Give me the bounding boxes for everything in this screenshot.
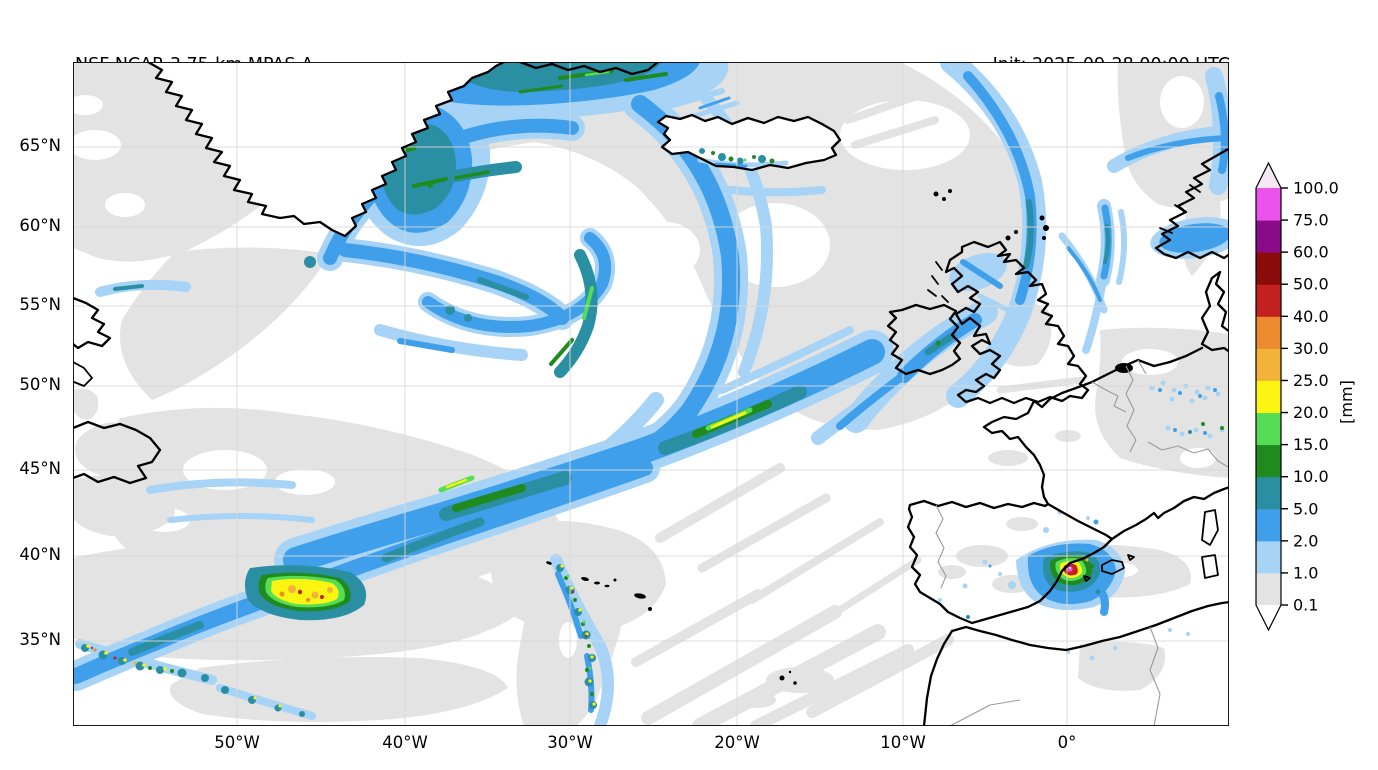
x-tick-label: 50°W (214, 733, 260, 752)
y-tick-label: 50°N (19, 375, 61, 394)
colorbar-segment (1256, 188, 1281, 221)
ireland-coast (886, 303, 962, 376)
colorbar-segment (1256, 220, 1281, 253)
colorbar-tick-label: 75.0 (1293, 211, 1329, 230)
newfoundland-coast (73, 420, 162, 485)
africa-coast (950, 600, 1229, 652)
colorbar-tick-label: 2.0 (1293, 531, 1318, 550)
colorbar-tick-label: 50.0 (1293, 275, 1329, 294)
colorbar-tick-label: 1.0 (1293, 563, 1318, 582)
norway-coast (1154, 147, 1229, 260)
colorbar-segment (1256, 444, 1281, 478)
colorbar: 0.1 1.0 2.0 5.0 10.0 15.0 20.0 25.0 30.0 40.0 50.0… (1255, 161, 1356, 632)
iceland-landmass (658, 115, 840, 170)
great-britain-coast (944, 240, 1090, 405)
colorbar-tick-label: 5.0 (1293, 499, 1318, 518)
y-tick-label: 60°N (19, 216, 61, 235)
x-tick-label: 40°W (382, 733, 428, 752)
faroe-islands (933, 191, 939, 197)
colorbar-segment (1256, 348, 1281, 381)
colorbar-segment (1256, 380, 1281, 414)
rhine-delta (1115, 363, 1133, 373)
madeira-islands (779, 670, 797, 685)
colorbar-tick-label: 25.0 (1293, 371, 1329, 390)
x-tick-label: 30°W (547, 733, 593, 752)
colorbar-tick-label: 100.0 (1293, 179, 1339, 198)
country-borders (935, 359, 1229, 726)
denmark-coast (1200, 270, 1229, 353)
graticule (73, 62, 1229, 726)
colorbar-tick-label: 60.0 (1293, 243, 1329, 262)
colorbar-unit-label: [mm] (1337, 380, 1356, 424)
y-tick-label: 40°N (19, 545, 61, 564)
x-tick-label: 0° (1057, 733, 1077, 752)
balearic-islands (1083, 554, 1135, 582)
colorbar-segment (1256, 540, 1281, 574)
x-tick-label: 10°W (880, 733, 926, 752)
colorbar-tick-label: 30.0 (1293, 339, 1329, 358)
colorbar-tick-label: 15.0 (1293, 435, 1329, 454)
corsica-sardinia (1201, 509, 1219, 579)
y-tick-label: 45°N (19, 459, 61, 478)
colorbar-over-arrow (1256, 163, 1281, 188)
colorbar-segment (1256, 316, 1281, 349)
colorbar-tick-label: 40.0 (1293, 307, 1329, 326)
colorbar-segment (1256, 252, 1281, 285)
precip-convective-layer (86, 411, 1089, 708)
coastlines (73, 62, 1229, 726)
colorbar-under-arrow (1256, 605, 1281, 630)
colorbar-tick-label: 0.1 (1293, 596, 1318, 615)
france-med-coast (1110, 486, 1229, 541)
colorbar-segment (1256, 476, 1281, 510)
precipitation-map (73, 62, 1229, 726)
azores-islands (546, 561, 652, 611)
labrador-coast (73, 296, 112, 350)
colorbar-segment (1256, 284, 1281, 317)
y-tick-label: 55°N (19, 295, 61, 314)
orkney-islands (1005, 235, 1011, 241)
y-tick-label: 65°N (19, 136, 61, 155)
y-tick-label: 35°N (19, 630, 61, 649)
shetland-islands (1039, 215, 1045, 221)
latitude-axis: 65°N 60°N 55°N 50°N 45°N 40°N 35°N (0, 0, 67, 770)
colorbar-segment (1256, 508, 1281, 542)
showers-germany-alps (1149, 380, 1225, 439)
x-tick-label: 20°W (714, 733, 760, 752)
iberia-coast (906, 499, 1114, 625)
colorbar-tick-label: 20.0 (1293, 403, 1329, 422)
longitude-axis: 50°W 40°W 30°W 20°W 10°W 0° (0, 733, 1378, 763)
colorbar-tick-label: 10.0 (1293, 467, 1329, 486)
colorbar-segment (1256, 412, 1281, 446)
colorbar-segment (1256, 572, 1281, 606)
